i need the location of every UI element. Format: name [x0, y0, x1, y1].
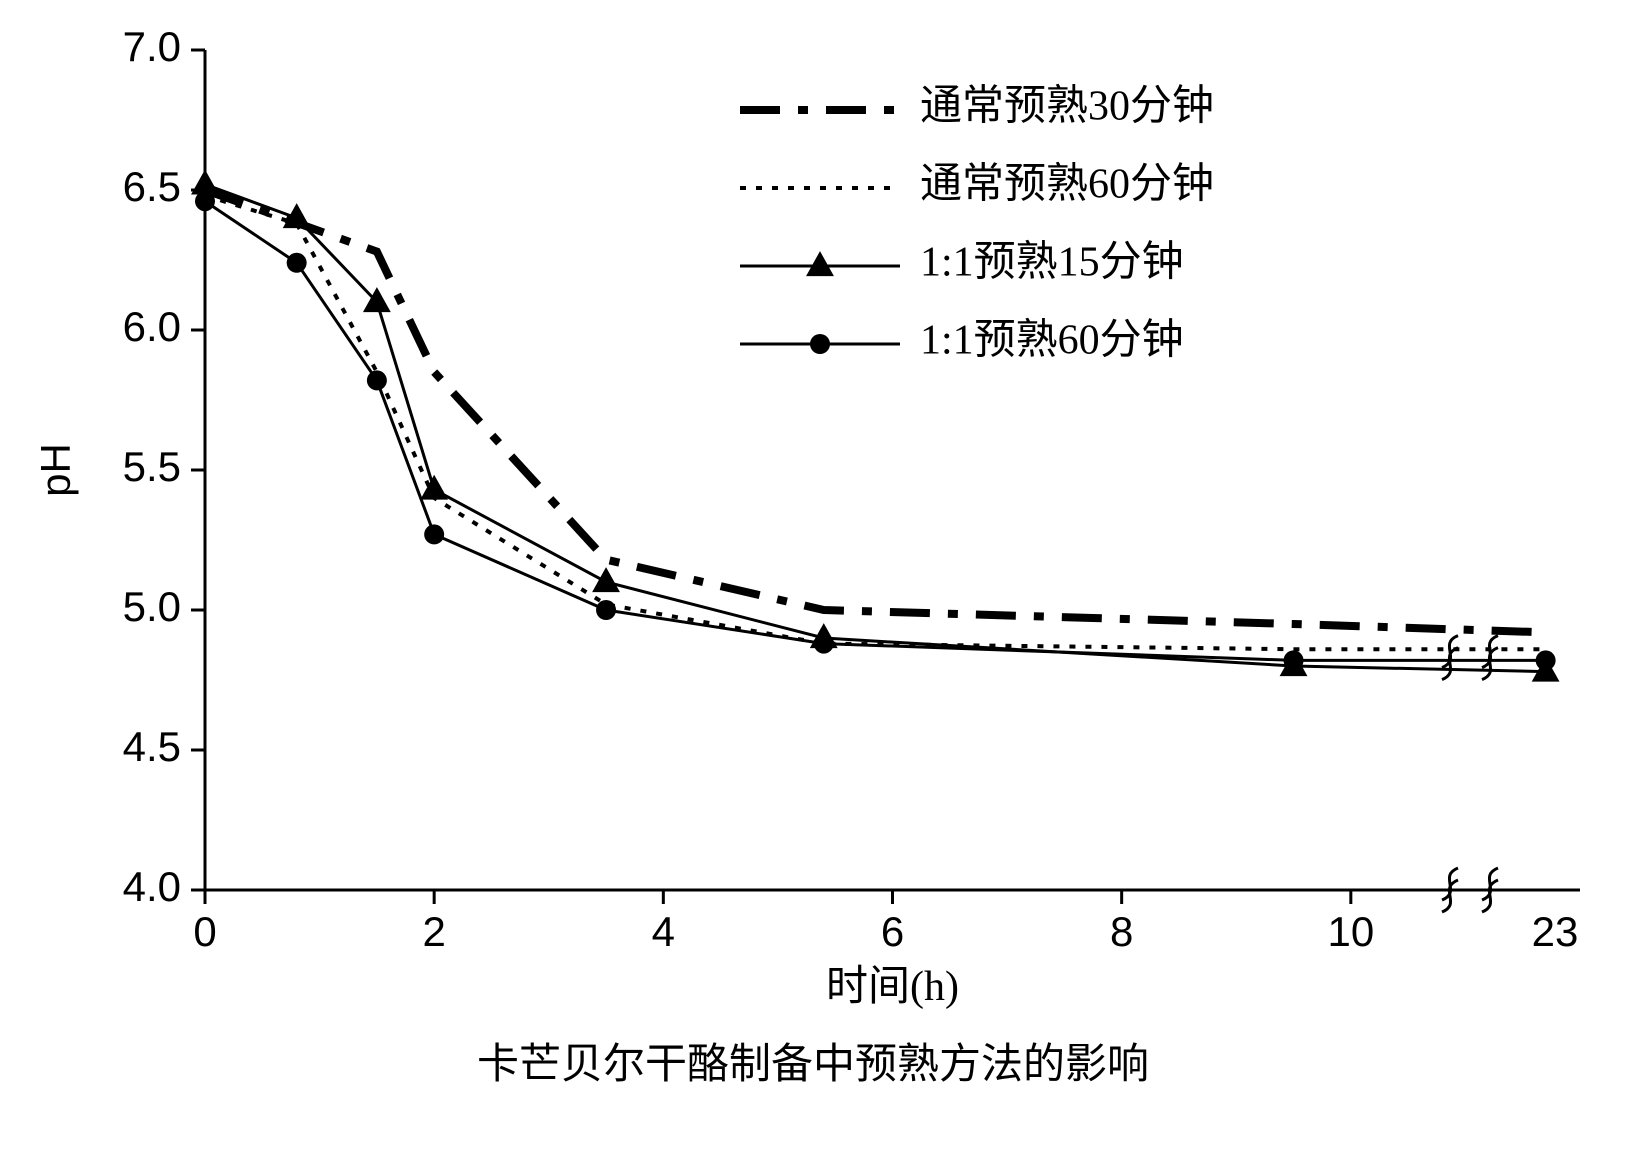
svg-text:4.0: 4.0 [123, 863, 181, 910]
svg-text:pH: pH [32, 443, 79, 497]
svg-text:通常预熟60分钟: 通常预熟60分钟 [920, 162, 1214, 208]
svg-text:4: 4 [652, 908, 675, 955]
svg-text:6: 6 [881, 908, 904, 955]
svg-text:4.5: 4.5 [123, 723, 181, 770]
svg-text:1:1预熟15分钟: 1:1预熟15分钟 [920, 240, 1184, 286]
svg-text:23: 23 [1532, 908, 1579, 955]
svg-text:6.0: 6.0 [123, 303, 181, 350]
svg-text:时间(h): 时间(h) [826, 964, 959, 1010]
svg-text:2: 2 [422, 908, 445, 955]
svg-text:5.0: 5.0 [123, 583, 181, 630]
svg-text:0: 0 [193, 908, 216, 955]
svg-text:通常预熟30分钟: 通常预熟30分钟 [920, 84, 1214, 130]
svg-text:7.0: 7.0 [123, 23, 181, 70]
svg-text:6.5: 6.5 [123, 163, 181, 210]
line-chart: 4.0 4.5 5.0 5.5 6.0 6.5 7.0 0 2 4 6 8 10 23 pH 时间(h) 通常预… [20, 20, 1606, 1020]
svg-text:8: 8 [1110, 908, 1133, 955]
svg-text:1:1预熟60分钟: 1:1预熟60分钟 [920, 318, 1184, 364]
chart-container: 4.0 4.5 5.0 5.5 6.0 6.5 7.0 0 2 4 6 8 10 23 pH 时间(h) 通常预… [20, 20, 1606, 1145]
svg-text:10: 10 [1327, 908, 1374, 955]
svg-text:5.5: 5.5 [123, 443, 181, 490]
chart-caption: 卡芒贝尔干酪制备中预熟方法的影响 [20, 1030, 1606, 1091]
